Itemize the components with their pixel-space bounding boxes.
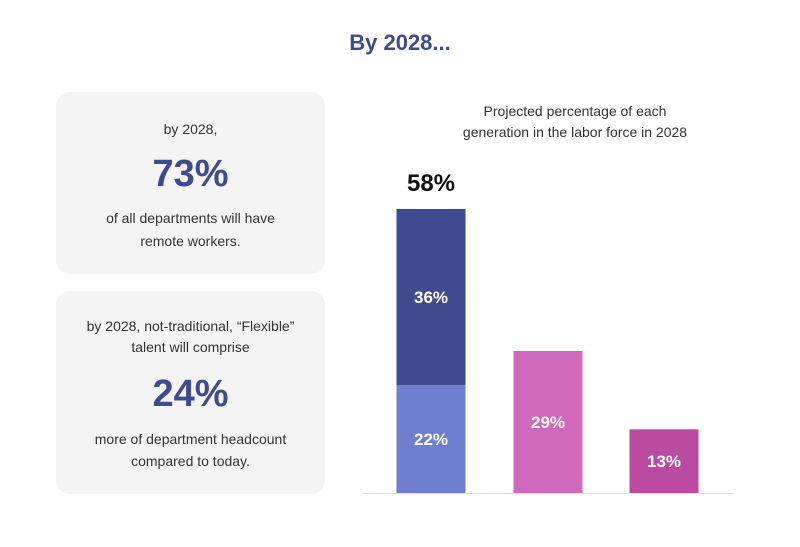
card-stat: 24% xyxy=(152,373,229,415)
card-text-line: of all departments will have xyxy=(106,210,275,226)
chart-title-line: generation in the labor force in 2028 xyxy=(462,124,688,140)
bar-segment xyxy=(513,351,583,493)
chart-title: Projected percentage of each generation … xyxy=(440,101,710,143)
bar-total-label: 58% xyxy=(407,170,455,197)
bar-segment xyxy=(629,429,699,493)
bar-value-label: 13% xyxy=(647,452,681,471)
card-text-line: compared to today. xyxy=(131,453,250,469)
flexible-talent-card: by 2028, not-traditional, “Flexible” tal… xyxy=(56,291,325,494)
bar-segment xyxy=(396,209,466,386)
card-intro: talent will comprise xyxy=(131,339,250,355)
bar-value-label: 36% xyxy=(414,288,448,307)
card-stat: 73% xyxy=(152,153,229,195)
bar-value-label: 22% xyxy=(414,430,448,449)
card-text-line: remote workers. xyxy=(140,233,241,249)
card-intro: by 2028, xyxy=(163,121,218,137)
bar-segment xyxy=(396,385,466,493)
chart-title-line: Projected percentage of each xyxy=(483,103,667,119)
page-title: By 2028... xyxy=(349,30,451,55)
bar-value-label: 29% xyxy=(531,413,565,432)
card-text-line: more of department headcount xyxy=(94,431,287,447)
card-intro: by 2028, not-traditional, “Flexible” xyxy=(86,318,295,334)
remote-workers-card: by 2028, 73% of all departments will hav… xyxy=(56,92,325,274)
